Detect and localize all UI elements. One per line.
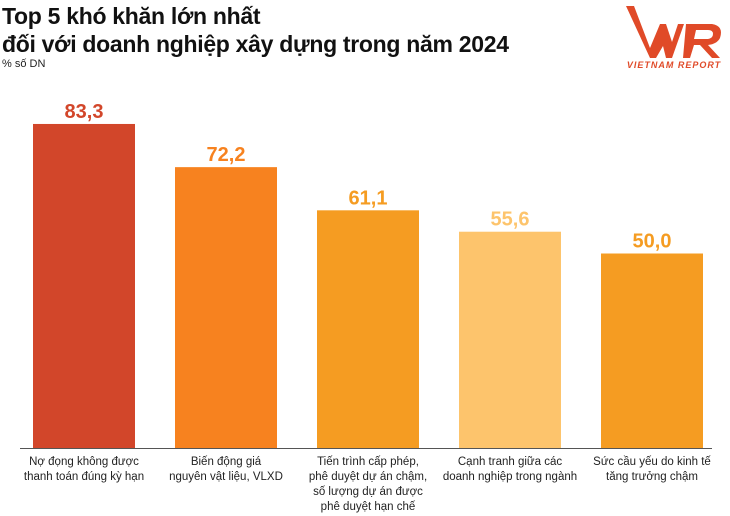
category-label: Sức cầu yếu do kinh tế tăng trưởng chậm [577,455,727,485]
bar [175,167,277,448]
category-label-line: phê duyệt hạn chế [320,501,416,513]
category-label-line: tăng trưởng chậm [606,471,698,483]
category-label: Nợ đọng không được thanh toán đúng kỳ hạn [9,455,159,485]
bar [459,231,561,448]
category-label-line: nguyên vật liệu, VLXD [169,471,283,483]
value-label: 83,3 [65,101,104,123]
category-label-line: Biến động giá [190,456,262,468]
bar [601,253,703,448]
value-label: 61,1 [349,187,388,209]
value-label: 50,0 [633,231,672,253]
bar [33,123,135,448]
category-label: Cạnh tranh giữa các doanh nghiệp trong ng… [435,455,585,485]
value-label: 72,2 [207,144,246,166]
category-label-line: Sức cầu yếu do kinh tế [593,456,711,468]
logo-tagline: VIETNAM REPORT [626,60,722,70]
value-label: 55,6 [491,209,530,231]
category-label: Biến động giá nguyên vật liệu, VLXD [151,455,301,485]
chart-title: Top 5 khó khăn lớn nhất đối với doanh ng… [2,2,509,58]
category-label-line: thanh toán đúng kỳ hạn [23,471,145,483]
category-label-line: Tiến trình cấp phép, [317,456,419,468]
title-line-2: đối với doanh nghiệp xây dựng trong năm … [2,31,509,57]
category-label: Tiến trình cấp phép, phê duyệt dự án chậm… [293,455,443,515]
unit-label: % số DN [2,58,46,70]
vnr-logo [626,6,721,58]
bar [317,210,419,448]
category-label-line: Cạnh tranh giữa các [457,456,563,468]
category-label-line: phê duyệt dự án chậm, [308,471,428,483]
category-label-line: số lượng dự án được [313,486,423,498]
title-line-1: Top 5 khó khăn lớn nhất [2,3,261,29]
category-label-line: Nợ đọng không được [29,456,139,468]
category-label-line: doanh nghiệp trong ngành [442,471,578,483]
